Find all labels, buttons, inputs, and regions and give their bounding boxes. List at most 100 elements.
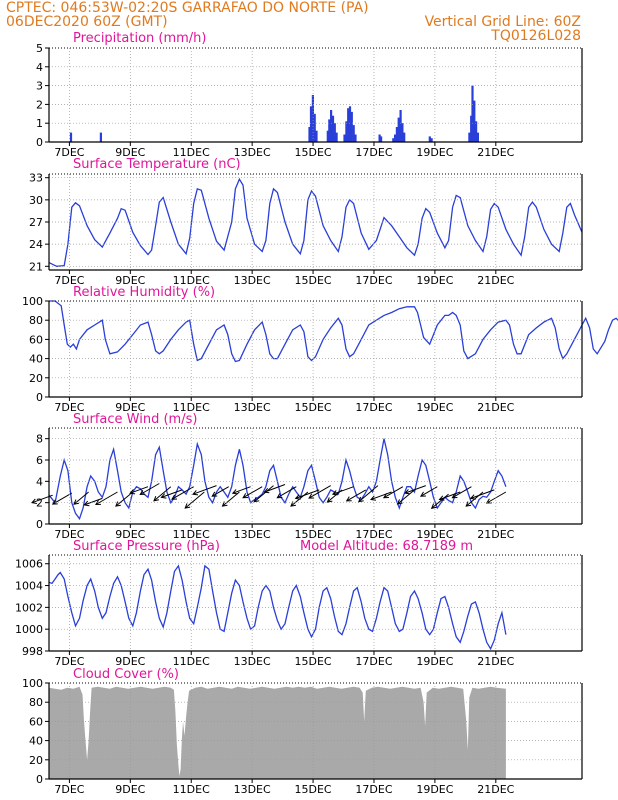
temp-xtick-label: 9DEC [115,274,145,287]
wind-arrow [439,491,461,500]
pressure-xtick-label: 9DEC [115,655,145,668]
wind-arrow [242,486,263,499]
precip-bar [311,95,314,142]
precip-bar [99,132,102,142]
wind-arrow [232,486,251,494]
wind-arrow-head [31,498,37,504]
wind-ytick-label: 4 [36,475,43,488]
precip-xtick-label: 15DEC [295,146,332,159]
rh-ytick-label: 80 [29,314,43,327]
wind-arrow-head [326,497,333,503]
precip-bar [313,113,316,142]
wind-arrow-head [139,489,146,496]
wind-xtick-label: 11DEC [173,528,210,541]
cloud-panel: Cloud Cover (%) 7DEC 9DEC 11DEC 13DEC 15DEC 17… [22,667,583,796]
wind-arrow-head [430,503,437,509]
precip-bar [378,134,381,142]
precip-bar [333,123,336,142]
wind-arrow [452,486,472,499]
precip-bar [401,123,404,142]
temp-xtick-label: 7DEC [54,274,84,287]
wind-arrow [184,491,205,509]
precip-bar [309,106,313,142]
wind-arrow-head [465,501,472,507]
cloud-area [49,686,506,779]
wind-ytick-label: 2 [36,497,43,510]
cloud-xtick-label: 7DEC [54,783,84,796]
wind-arrow-head [192,490,199,496]
rh-ytick-label: 60 [29,333,43,346]
wind-arrow-head [221,501,228,507]
precip-bar [392,138,395,142]
wind-xtick-label: 9DEC [115,528,145,541]
temp-xtick-label: 13DEC [234,274,271,287]
wind-arrow [370,491,392,500]
temp-ytick-label: 33 [29,172,43,185]
precip-bar [476,132,479,142]
rh-line [49,300,618,363]
temp-ytick-label: 30 [29,194,43,207]
wind-arrow-head [345,496,352,502]
cloud-xtick-label: 19DEC [416,783,453,796]
wind-arrow [139,483,160,495]
wind-arrow-head [404,489,411,495]
precip-bar [308,127,311,142]
pressure-ytick-label: 1006 [15,558,43,571]
temp-xtick-label: 11DEC [173,274,210,287]
precip-bar [330,110,333,142]
wind-arrow-head [331,490,338,496]
cloud-xtick-label: 13DEC [234,783,271,796]
precip-bar [380,136,383,142]
precip-bar [394,134,397,142]
wind-arrow-head [276,493,283,499]
wind-ytick-label: 8 [36,433,43,446]
cloud-ytick-label: 0 [36,773,43,786]
wind-ytick-label: 0 [36,518,43,531]
temp-ytick-label: 21 [29,260,43,273]
precip-bar [348,106,352,142]
wind-arrow-head [263,487,270,494]
rh-xtick-label: 7DEC [54,401,84,414]
pressure-annotation: Model Altitude: 68.7189 m [300,539,473,554]
wind-arrow [264,484,286,493]
wind-arrow-head [419,491,426,497]
wind-arrow [84,497,103,506]
header-run-time: 06DEC2020 60Z (GMT) [6,14,168,30]
precip-xtick-label: 19DEC [416,146,453,159]
wind-arrow [95,491,118,505]
rh-ytick-label: 0 [36,391,43,404]
precip-bar [470,115,473,142]
wind-arrow-head [184,503,191,509]
cloud-ytick-label: 80 [29,696,43,709]
precip-bar [328,119,331,142]
cloud-xtick-label: 17DEC [355,783,392,796]
wind-arrow-head [95,499,101,506]
wind-arrow [277,486,297,499]
precip-bar [475,121,478,142]
pressure-xtick-label: 11DEC [173,655,210,668]
cloud-ytick-label: 20 [29,754,43,767]
rh-ytick-label: 100 [22,295,43,308]
wind-arrow-head [358,496,364,503]
precip-xtick-label: 11DEC [173,146,210,159]
temp-line [48,177,583,267]
header-station: CPTEC: 046:53W-02:20S GARRAFAO DO NORTE … [6,0,369,16]
wind-line [48,438,507,521]
precip-ytick-label: 2 [36,98,43,111]
wind-arrow-head [160,493,167,499]
wind-xtick-label: 17DEC [355,528,392,541]
wind-title: Surface Wind (m/s) [73,412,197,427]
precip-bar [430,138,433,142]
wind-arrow [129,486,149,494]
wind-arrow [73,491,89,505]
cloud-xtick-label: 21DEC [477,783,514,796]
rh-xtick-label: 17DEC [355,401,392,414]
rh-xtick-label: 9DEC [115,401,145,414]
wind-arrow-head [153,496,159,502]
rh-xtick-label: 21DEC [477,401,514,414]
cloud-ytick-label: 40 [29,735,43,748]
wind-arrow [222,491,240,507]
wind-ytick-label: 6 [36,454,43,467]
precip-bar [331,115,335,142]
wind-arrow [383,486,404,499]
